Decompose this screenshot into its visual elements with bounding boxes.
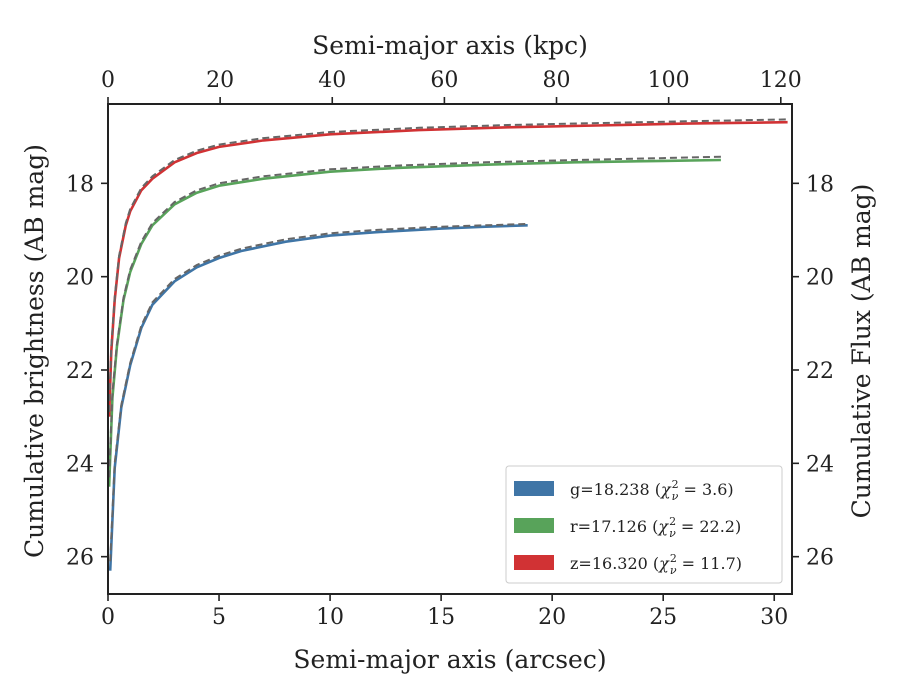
x-top-tick-label: 60: [430, 68, 458, 93]
series-line-r: [108, 158, 721, 487]
x-tick-label: 20: [538, 605, 566, 630]
x-tick-label: 0: [101, 605, 115, 630]
series-line-g: [108, 224, 528, 571]
legend-label-z: z=16.320 (χ2 ν = 11.7): [570, 552, 742, 577]
x-top-tick-label: 20: [206, 68, 234, 93]
x-top-tick-label: 0: [101, 68, 115, 93]
model-line-z: [108, 118, 788, 413]
axes: 0 5 10 15 20 25 30 0 20 40 60 80 100 120 18 18 20 20 22 22 2…: [66, 68, 834, 630]
x-tick-label: 30: [760, 605, 788, 630]
x-top-tick-label: 100: [648, 68, 690, 93]
legend-swatch-g: [514, 481, 554, 496]
x-top-tick-label: 120: [760, 68, 802, 93]
y-tick-label: 24: [66, 452, 94, 477]
legend-swatch-r: [514, 518, 554, 533]
x-tick-label: 10: [316, 605, 344, 630]
legend-box: [505, 465, 783, 584]
legend-swatch-z: [514, 555, 554, 570]
series-layer: [108, 118, 788, 571]
y-axis-title: Cumulative brightness (AB mag): [20, 144, 49, 558]
x-top-axis-title: Semi-major axis (kpc): [312, 31, 588, 60]
plot-frame: [107, 103, 793, 595]
legend-label-g: g=18.238 (χ2 ν = 3.6): [570, 478, 734, 503]
y-tick-label: 22: [66, 359, 94, 384]
y-tick-label: 20: [66, 266, 94, 291]
model-line-r: [108, 155, 721, 478]
x-tick-label: 5: [212, 605, 226, 630]
legend-label-r: r=17.126 (χ2 ν = 22.2): [570, 515, 741, 540]
model-line-g: [109, 222, 528, 562]
x-top-tick-label: 40: [318, 68, 346, 93]
y-right-tick-label: 20: [806, 266, 834, 291]
y-right-tick-label: 22: [806, 359, 834, 384]
x-top-tick-label: 80: [543, 68, 571, 93]
x-axis-title: Semi-major axis (arcsec): [293, 645, 606, 674]
y-right-tick-label: 26: [806, 546, 834, 571]
y-right-tick-label: 18: [806, 172, 834, 197]
x-tick-label: 15: [427, 605, 455, 630]
y-tick-label: 18: [66, 172, 94, 197]
y-tick-label: 26: [66, 546, 94, 571]
y-right-axis-title: Cumulative Flux (AB mag): [847, 184, 876, 519]
x-tick-label: 25: [649, 605, 677, 630]
legend: g=18.238 (χ2 ν = 3.6) r=17.126 (χ2 ν = 22.2…: [505, 465, 783, 584]
y-right-tick-label: 24: [806, 452, 834, 477]
